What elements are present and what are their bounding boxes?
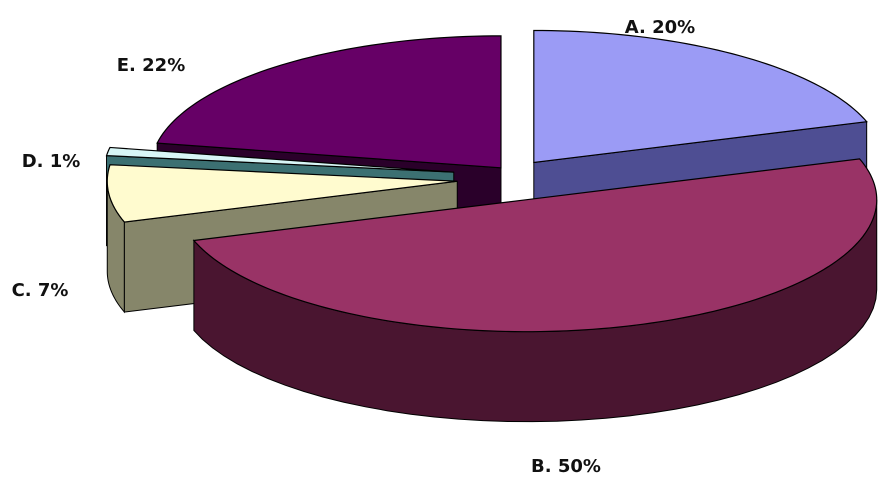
slice-e — [156, 35, 502, 169]
slice-b — [192, 158, 878, 333]
slice-d — [105, 146, 454, 173]
label-slice-b: B. 50% — [531, 456, 601, 477]
label-slice-c: C. 7% — [12, 280, 69, 301]
label-slice-d: D. 1% — [22, 151, 81, 172]
slice-c — [106, 164, 458, 223]
label-slice-e: E. 22% — [117, 55, 185, 76]
slice-a — [533, 29, 868, 164]
label-slice-a: A. 20% — [625, 17, 695, 38]
